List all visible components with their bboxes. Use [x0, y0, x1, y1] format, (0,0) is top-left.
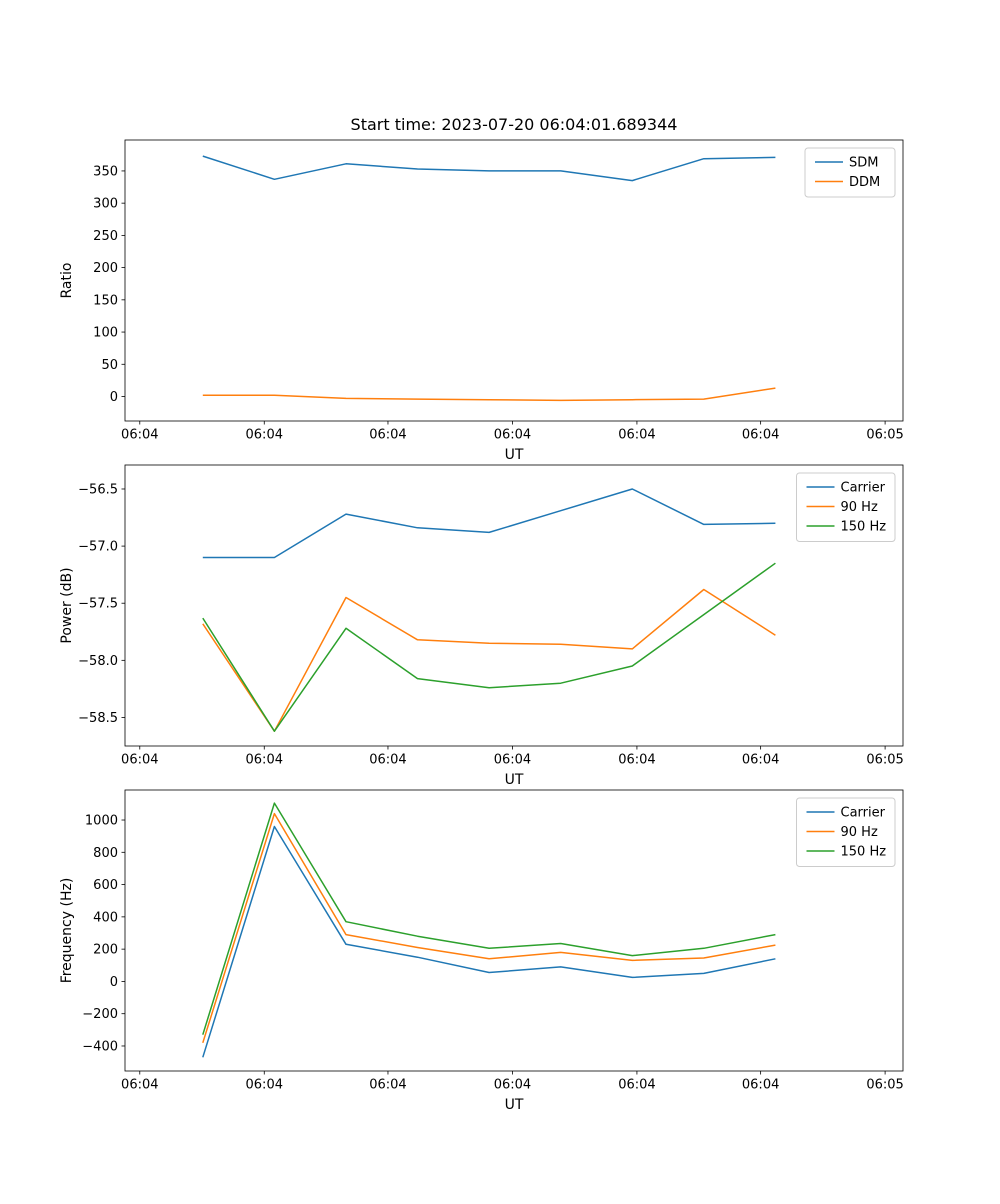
x-tick-label: 06:04 — [246, 1078, 283, 1093]
legend-box — [796, 472, 896, 542]
y-tick-label: −57.5 — [78, 597, 118, 612]
x-tick-label: 06:04 — [494, 753, 531, 768]
x-tick-label: 06:04 — [618, 428, 655, 443]
x-tick-label: 06:04 — [742, 428, 779, 443]
x-tick-label: 06:04 — [121, 428, 158, 443]
x-tick-label: 06:04 — [246, 753, 283, 768]
legend-label-ddm: DDM — [849, 175, 880, 190]
x-tick-label: 06:04 — [369, 753, 406, 768]
legend: Carrier 90 Hz 150 Hz — [796, 472, 896, 542]
y-axis-label: Frequency (Hz) — [59, 878, 75, 984]
y-tick-label: −400 — [82, 1039, 118, 1054]
y-tick-label: 200 — [93, 943, 118, 958]
y-tick-label: 350 — [93, 164, 118, 179]
y-tick-label: −200 — [82, 1007, 118, 1022]
y-tick-label: −58.5 — [78, 711, 118, 726]
x-tick-label: 06:05 — [866, 428, 903, 443]
y-tick-label: 50 — [101, 358, 118, 373]
y-tick-label: 0 — [110, 975, 118, 990]
x-tick-label: 06:04 — [618, 1078, 655, 1093]
x-tick-label: 06:04 — [742, 753, 779, 768]
y-axis-label: Power (dB) — [59, 567, 75, 643]
series-line-ddm — [202, 387, 776, 402]
y-tick-label: 250 — [93, 229, 118, 244]
chart-power: 06:04 06:04 06:04 06:04 06:04 06:04 06:05 −58.5… — [59, 464, 904, 788]
y-tick-label: 400 — [93, 910, 118, 925]
y-tick-label: 1000 — [85, 814, 118, 829]
x-axis-label: UT — [505, 447, 524, 463]
x-tick-label: 06:05 — [866, 1078, 903, 1093]
legend: SDM DDM — [804, 147, 896, 198]
series-line-150-hz — [202, 562, 776, 732]
y-tick-label: 100 — [93, 326, 118, 341]
series-line-carrier — [202, 488, 776, 559]
y-tick-label: 600 — [93, 878, 118, 893]
legend-label-carrier: Carrier — [841, 481, 886, 496]
series-line-90-hz — [202, 812, 776, 1044]
chart-frequency: 06:04 06:04 06:04 06:04 06:04 06:04 06:05 −400 −… — [59, 789, 904, 1113]
y-tick-label: −57.0 — [78, 540, 118, 555]
series-line-carrier — [202, 825, 776, 1058]
x-tick-label: 06:04 — [246, 428, 283, 443]
legend-label-90-hz: 90 Hz — [841, 825, 878, 840]
y-tick-label: 150 — [93, 293, 118, 308]
axes-spines — [124, 139, 904, 422]
y-tick-label: 300 — [93, 197, 118, 212]
chart-title: Start time: 2023-07-20 06:04:01.689344 — [351, 115, 678, 134]
legend-label-150-hz: 150 Hz — [841, 520, 887, 535]
x-tick-label: 06:04 — [369, 428, 406, 443]
y-tick-label: −56.5 — [78, 482, 118, 497]
chart-ratio: 06:04 06:04 06:04 06:04 06:04 06:04 06:05 0 50 10… — [59, 115, 904, 463]
y-tick-label: −58.0 — [78, 654, 118, 669]
x-tick-label: 06:05 — [866, 753, 903, 768]
axes-spines — [124, 464, 904, 747]
legend-box — [804, 147, 896, 198]
x-tick-label: 06:04 — [742, 1078, 779, 1093]
series-line-150-hz — [202, 802, 776, 1035]
legend-box — [796, 797, 896, 867]
series-line-sdm — [202, 155, 776, 182]
x-tick-label: 06:04 — [618, 753, 655, 768]
x-tick-label: 06:04 — [121, 1078, 158, 1093]
y-tick-label: 200 — [93, 261, 118, 276]
y-axis-label: Ratio — [59, 263, 75, 299]
legend-label-90-hz: 90 Hz — [841, 500, 878, 515]
x-tick-label: 06:04 — [494, 1078, 531, 1093]
x-tick-label: 06:04 — [121, 753, 158, 768]
x-tick-label: 06:04 — [494, 428, 531, 443]
x-axis-label: UT — [505, 1097, 524, 1113]
axes-spines — [124, 789, 904, 1072]
x-tick-label: 06:04 — [369, 1078, 406, 1093]
y-tick-label: 800 — [93, 846, 118, 861]
legend-label-sdm: SDM — [849, 156, 878, 171]
legend: Carrier 90 Hz 150 Hz — [796, 797, 896, 867]
legend-label-150-hz: 150 Hz — [841, 845, 887, 860]
series-line-90-hz — [202, 588, 776, 732]
legend-label-carrier: Carrier — [841, 806, 886, 821]
x-axis-label: UT — [505, 772, 524, 788]
y-tick-label: 0 — [110, 390, 118, 405]
